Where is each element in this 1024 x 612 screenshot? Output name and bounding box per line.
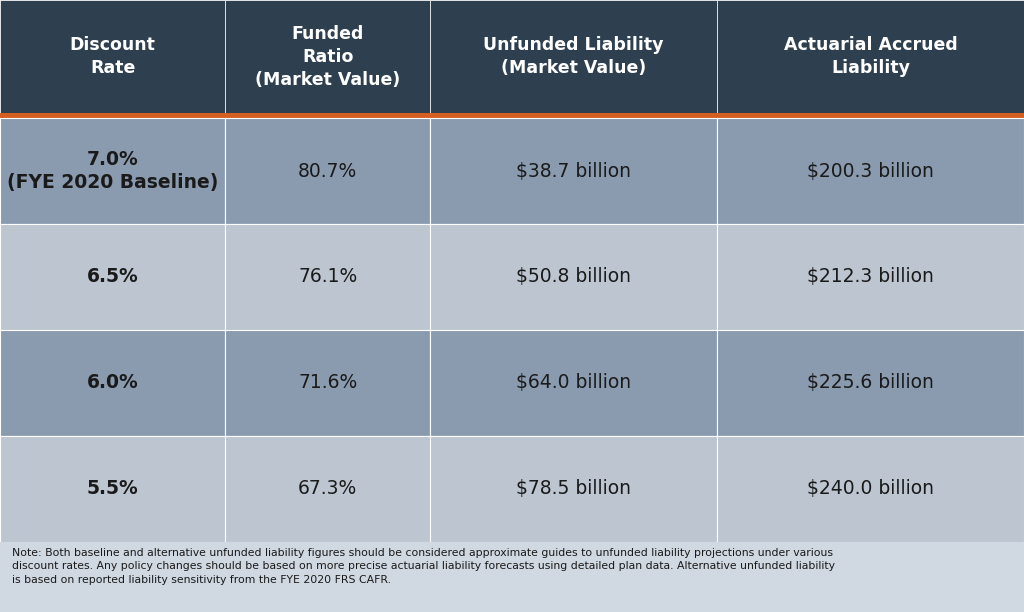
Bar xyxy=(717,0,1024,113)
Text: Discount
Rate: Discount Rate xyxy=(70,36,156,77)
Text: 67.3%: 67.3% xyxy=(298,479,357,498)
Text: $225.6 billion: $225.6 billion xyxy=(807,373,934,392)
Bar xyxy=(717,118,1024,224)
Text: $212.3 billion: $212.3 billion xyxy=(807,267,934,286)
Bar xyxy=(430,118,717,224)
Bar xyxy=(0,224,225,330)
Text: $50.8 billion: $50.8 billion xyxy=(516,267,631,286)
Text: $38.7 billion: $38.7 billion xyxy=(516,162,631,181)
Text: $78.5 billion: $78.5 billion xyxy=(516,479,631,498)
Text: 71.6%: 71.6% xyxy=(298,373,357,392)
Bar xyxy=(717,330,1024,436)
Text: $200.3 billion: $200.3 billion xyxy=(807,162,934,181)
Text: Actuarial Accrued
Liability: Actuarial Accrued Liability xyxy=(783,36,957,77)
Bar xyxy=(225,330,430,436)
Bar xyxy=(430,436,717,542)
Bar xyxy=(0,0,225,113)
Bar xyxy=(225,118,430,224)
Bar xyxy=(225,0,430,113)
Bar xyxy=(0,330,225,436)
Text: 5.5%: 5.5% xyxy=(87,479,138,498)
Text: 6.0%: 6.0% xyxy=(87,373,138,392)
Bar xyxy=(0,113,1024,118)
Bar xyxy=(430,330,717,436)
Bar xyxy=(0,542,1024,612)
Text: $64.0 billion: $64.0 billion xyxy=(516,373,631,392)
Bar xyxy=(225,224,430,330)
Bar xyxy=(717,436,1024,542)
Text: 76.1%: 76.1% xyxy=(298,267,357,286)
Bar xyxy=(225,436,430,542)
Text: 6.5%: 6.5% xyxy=(87,267,138,286)
Text: 7.0%
(FYE 2020 Baseline): 7.0% (FYE 2020 Baseline) xyxy=(7,150,218,192)
Bar xyxy=(430,224,717,330)
Text: Funded
Ratio
(Market Value): Funded Ratio (Market Value) xyxy=(255,24,400,89)
Text: Note: Both baseline and alternative unfunded liability figures should be conside: Note: Both baseline and alternative unfu… xyxy=(12,548,836,585)
Bar xyxy=(0,436,225,542)
Text: $240.0 billion: $240.0 billion xyxy=(807,479,934,498)
Text: Unfunded Liability
(Market Value): Unfunded Liability (Market Value) xyxy=(483,36,664,77)
Bar xyxy=(430,0,717,113)
Bar xyxy=(717,224,1024,330)
Text: 80.7%: 80.7% xyxy=(298,162,357,181)
Bar xyxy=(0,118,225,224)
